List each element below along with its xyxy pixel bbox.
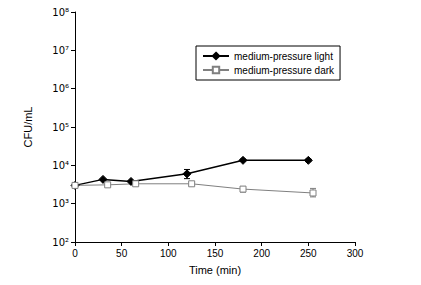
svg-text:50: 50 <box>116 248 128 259</box>
svg-text:300: 300 <box>347 248 364 259</box>
svg-text:200: 200 <box>253 248 270 259</box>
svg-text:10⁸: 10⁸ <box>52 7 69 18</box>
svg-text:CFU/mL: CFU/mL <box>22 107 34 148</box>
svg-text:150: 150 <box>207 248 224 259</box>
svg-text:10⁶: 10⁶ <box>52 83 69 94</box>
svg-text:10⁷: 10⁷ <box>52 45 69 56</box>
svg-text:10²: 10² <box>52 237 69 248</box>
svg-text:10⁵: 10⁵ <box>52 122 69 133</box>
svg-text:Time (min): Time (min) <box>189 264 241 276</box>
svg-text:medium-pressure dark: medium-pressure dark <box>234 65 335 76</box>
svg-text:10³: 10³ <box>52 198 69 209</box>
svg-text:250: 250 <box>300 248 317 259</box>
svg-text:100: 100 <box>160 248 177 259</box>
svg-text:medium-pressure light: medium-pressure light <box>234 51 333 62</box>
svg-text:10⁴: 10⁴ <box>52 160 69 171</box>
svg-text:0: 0 <box>72 248 78 259</box>
